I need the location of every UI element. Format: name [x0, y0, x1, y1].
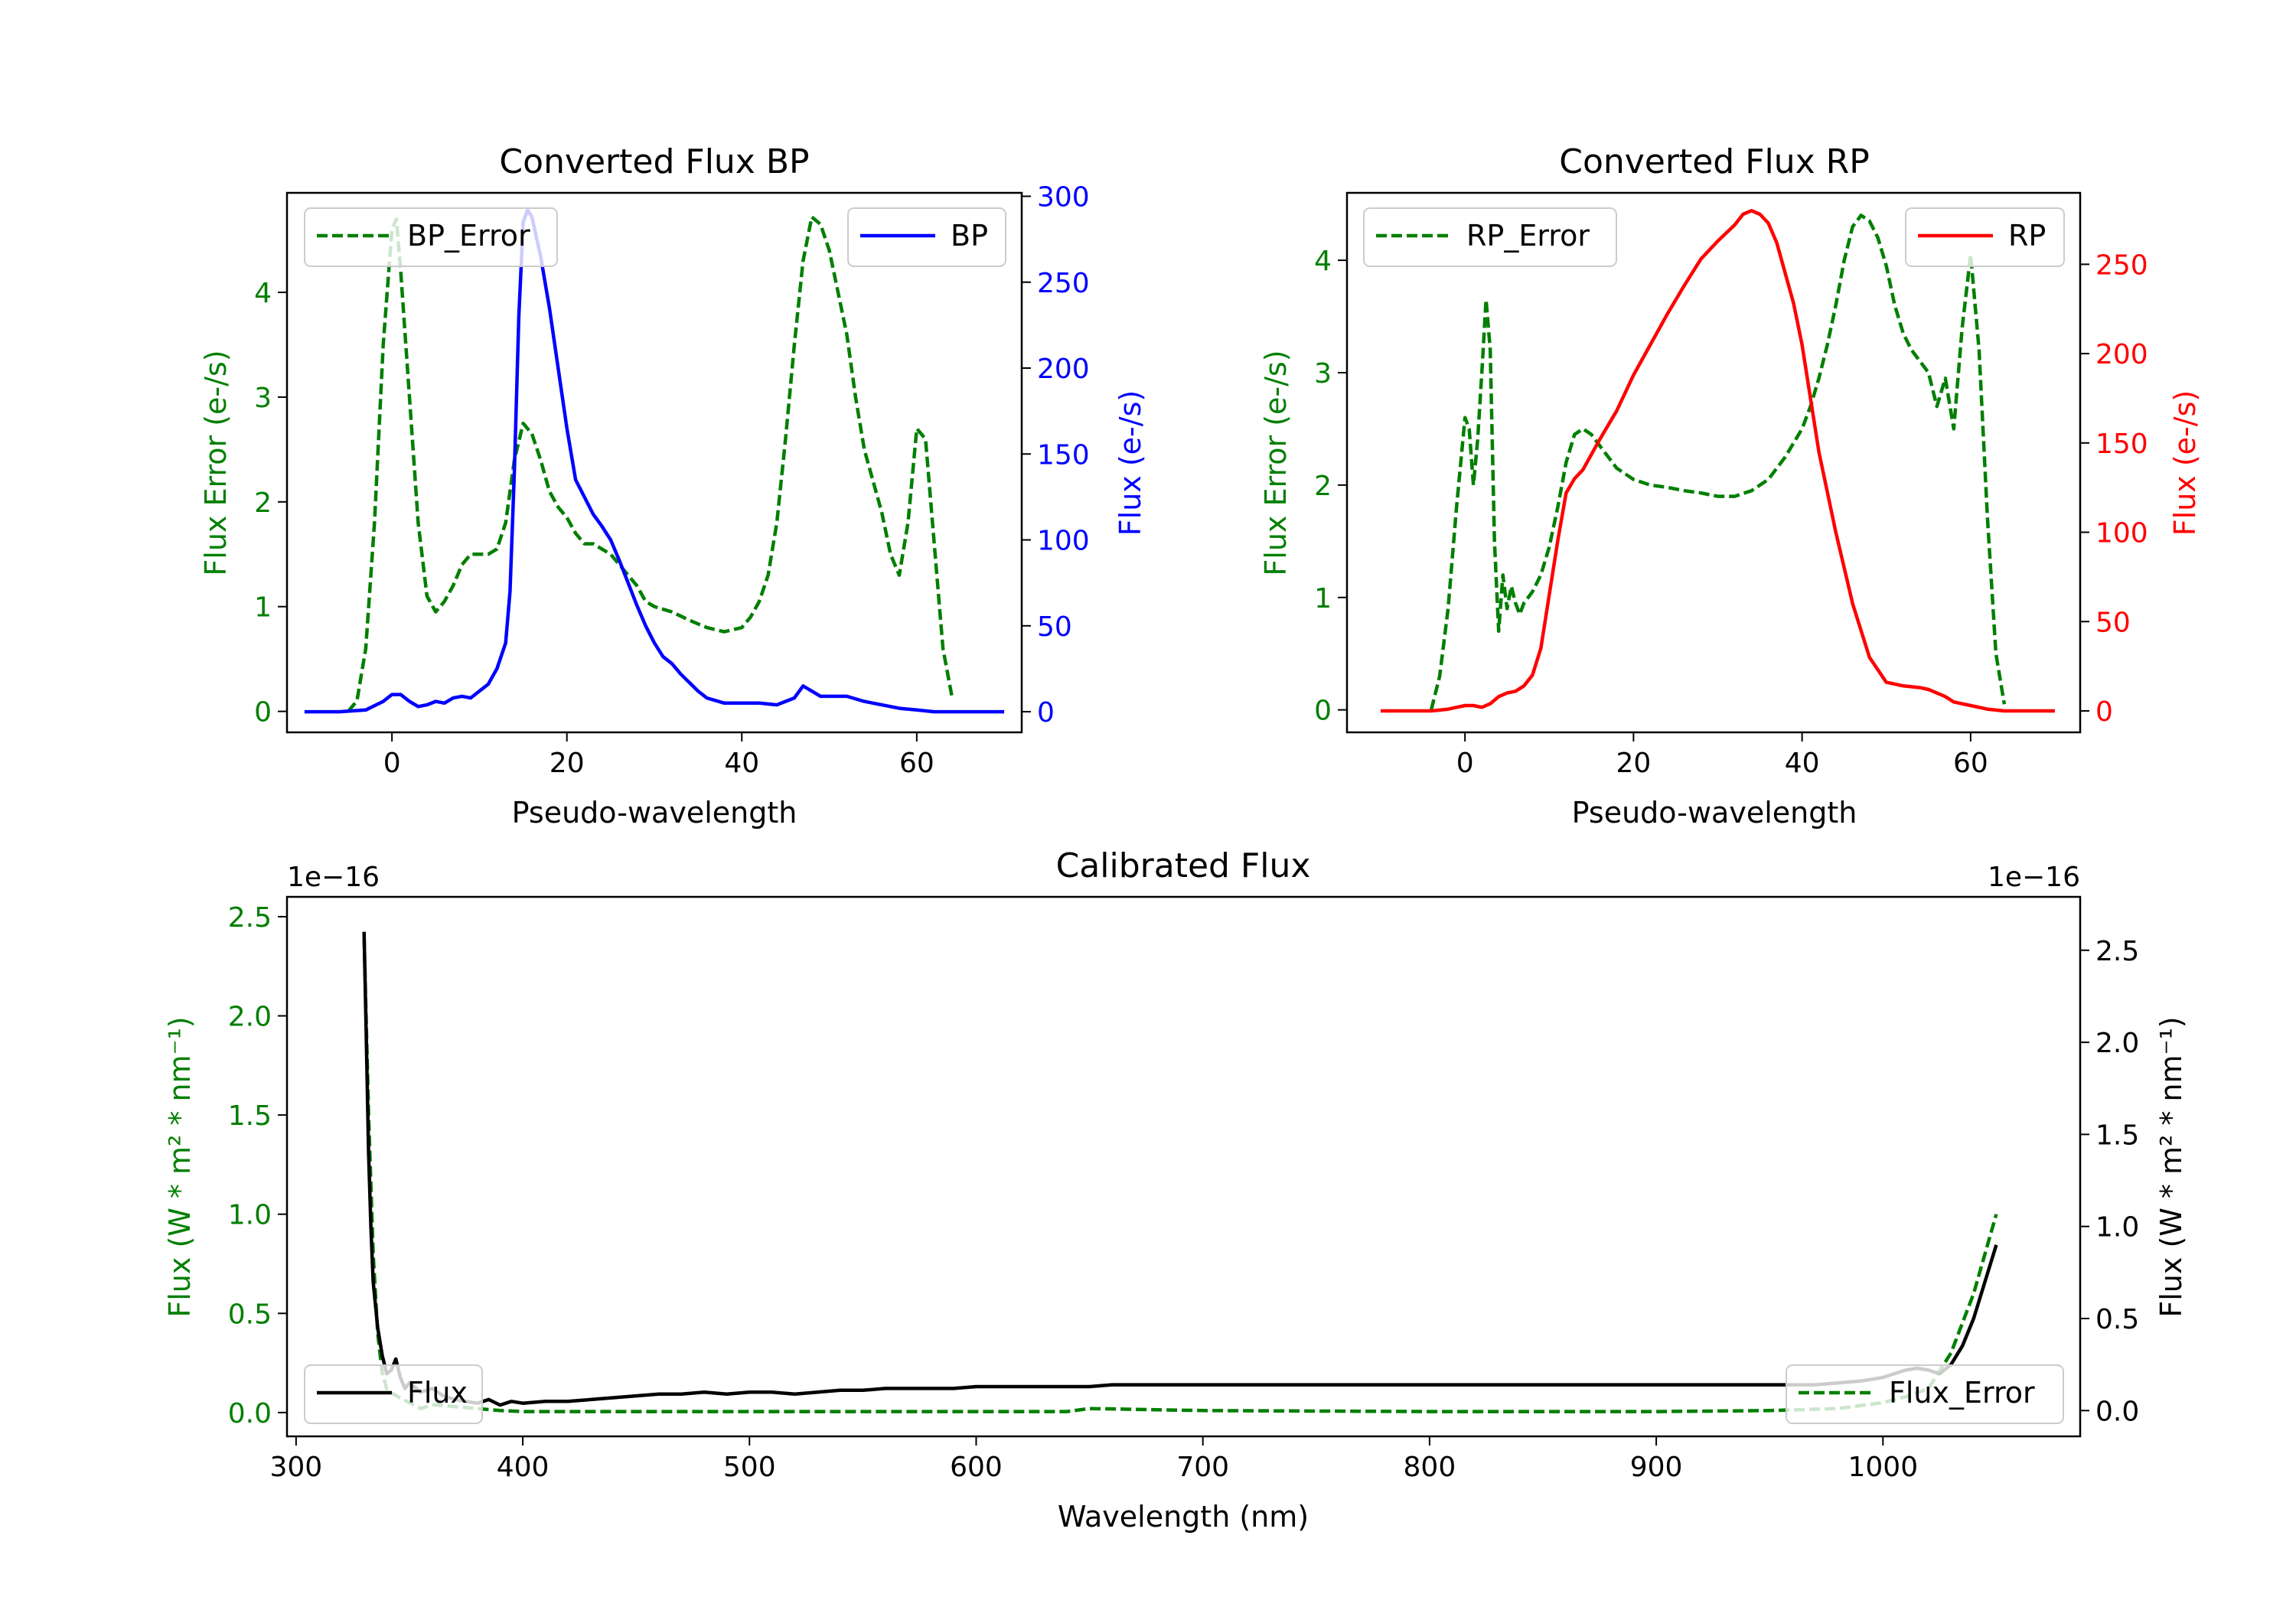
legend-left: Flux — [304, 1364, 483, 1424]
x-axis-label: Pseudo-wavelength — [1572, 796, 1857, 830]
y-tick-label-left: 2 — [254, 487, 272, 519]
y-tick-label-right: 1.0 — [2095, 1212, 2139, 1244]
axes-frame — [285, 895, 2082, 1438]
tick-group: 300 400 500 600 700 800 900 1000 0.0 0.5 1.0 1.5 2.0… — [228, 902, 2140, 1483]
legend-box — [1363, 207, 1617, 267]
legend-label-flux: Flux — [407, 1376, 468, 1410]
y-axis-label-right: Flux (W * m² * nm⁻¹) — [2154, 1016, 2188, 1317]
x-axis-label: Wavelength (nm) — [1058, 1500, 1309, 1534]
y-axis-label-right: Flux (e-/s) — [2168, 390, 2202, 536]
y-tick-label-left: 4 — [1314, 246, 1332, 277]
panel-calibrated: Calibrated Flux 1e−16 1e−16 300 400 500 600… — [163, 846, 2188, 1534]
x-tick-label: 800 — [1404, 1452, 1456, 1483]
y-tick-label-right: 0 — [2095, 696, 2113, 728]
offset-text-left: 1e−16 — [287, 862, 380, 893]
legend-left: BP_Error — [304, 207, 558, 267]
y-tick-label-right: 300 — [1037, 181, 1090, 213]
series-line-rp — [1381, 209, 2055, 713]
chart-title: Converted Flux BP — [499, 142, 809, 181]
y-axis-label-right: Flux (e-/s) — [1114, 390, 1147, 536]
y-tick-label-right: 200 — [2095, 339, 2148, 370]
x-tick-label: 40 — [1785, 748, 1820, 779]
legend-right: RP — [1905, 207, 2065, 267]
y-tick-label-left: 1.5 — [228, 1100, 272, 1132]
y-tick-label-left: 0.5 — [228, 1299, 272, 1330]
legend-right: Flux_Error — [1786, 1364, 2064, 1424]
y-tick-label-right: 200 — [1037, 354, 1090, 385]
y-axis-label-left: Flux Error (e-/s) — [1259, 350, 1293, 575]
x-tick-label: 300 — [269, 1452, 322, 1483]
y-tick-label-left: 3 — [1314, 358, 1332, 390]
legend-box — [1786, 1364, 2064, 1424]
plot-area — [304, 208, 1005, 714]
y-tick-label-left: 2.0 — [228, 1002, 272, 1033]
x-tick-label: 400 — [497, 1452, 550, 1483]
y-tick-label-right: 50 — [2095, 607, 2131, 638]
y-tick-label-left: 0 — [254, 697, 272, 729]
legend-box — [304, 1364, 483, 1424]
axes-frame — [285, 191, 1023, 734]
x-tick-label: 700 — [1176, 1452, 1229, 1483]
chart-title: Calibrated Flux — [1056, 846, 1311, 885]
y-tick-label-right: 250 — [1037, 268, 1090, 299]
y-tick-label-right: 2.0 — [2095, 1028, 2139, 1059]
y-tick-label-right: 150 — [1037, 439, 1090, 471]
y-tick-label-left: 4 — [254, 278, 272, 309]
legend-label-rp: RP — [2008, 219, 2046, 253]
chart-title: Converted Flux RP — [1559, 142, 1870, 181]
x-tick-label: 600 — [950, 1452, 1003, 1483]
series-line-rp-error — [1429, 214, 2007, 711]
y-tick-label-left: 0.0 — [228, 1398, 272, 1429]
x-tick-label: 40 — [724, 748, 759, 779]
x-tick-label: 60 — [899, 748, 934, 779]
legend-left: RP_Error — [1363, 207, 1617, 267]
y-tick-label-left: 2 — [1314, 471, 1332, 502]
x-tick-label: 20 — [1616, 748, 1651, 779]
x-tick-label: 0 — [383, 748, 401, 779]
y-axis-label-left: Flux (W * m² * nm⁻¹) — [163, 1016, 197, 1317]
legend-right: BP — [847, 207, 1006, 267]
series-line-bp — [304, 208, 1005, 714]
x-tick-label: 500 — [723, 1452, 776, 1483]
y-tick-label-right: 50 — [1037, 611, 1072, 643]
axes-frame — [1345, 191, 2082, 734]
y-tick-label-right: 150 — [2095, 429, 2148, 460]
plot-area — [1381, 209, 2055, 713]
y-tick-label-left: 3 — [254, 383, 272, 414]
y-tick-label-right: 0 — [1037, 697, 1055, 729]
x-tick-label: 60 — [1953, 748, 1988, 779]
y-tick-label-right: 100 — [1037, 526, 1090, 557]
y-tick-label-left: 1.0 — [228, 1200, 272, 1231]
y-tick-label-right: 0.5 — [2095, 1304, 2139, 1335]
x-tick-label: 0 — [1456, 748, 1474, 779]
x-tick-label: 900 — [1630, 1452, 1683, 1483]
legend-label-flux-error: Flux_Error — [1889, 1376, 2035, 1410]
legend-label-rp-error: RP_Error — [1466, 219, 1590, 253]
y-tick-label-right: 100 — [2095, 518, 2148, 549]
panel-bp: Converted Flux BP 0 20 40 60012340501001502… — [199, 142, 1147, 830]
y-tick-label-left: 2.5 — [228, 902, 272, 934]
legend-box — [304, 207, 558, 267]
y-tick-label-right: 0.0 — [2095, 1396, 2139, 1427]
x-axis-label: Pseudo-wavelength — [512, 796, 797, 830]
y-tick-label-left: 0 — [1314, 696, 1332, 727]
y-tick-label-right: 2.5 — [2095, 936, 2139, 967]
x-tick-label: 1000 — [1848, 1452, 1918, 1483]
y-tick-label-right: 1.5 — [2095, 1120, 2139, 1151]
panel-rp: Converted Flux RP 0 20 40 60012340501001502… — [1259, 142, 2202, 830]
y-tick-label-right: 250 — [2095, 249, 2148, 281]
y-tick-label-left: 1 — [1314, 583, 1332, 614]
y-axis-label-left: Flux Error (e-/s) — [199, 350, 233, 575]
legend-label-bp-error: BP_Error — [407, 219, 530, 253]
y-tick-label-left: 1 — [254, 592, 272, 624]
offset-text-right: 1e−16 — [1988, 862, 2080, 893]
legend-label-bp: BP — [951, 219, 988, 253]
x-tick-label: 20 — [550, 748, 585, 779]
